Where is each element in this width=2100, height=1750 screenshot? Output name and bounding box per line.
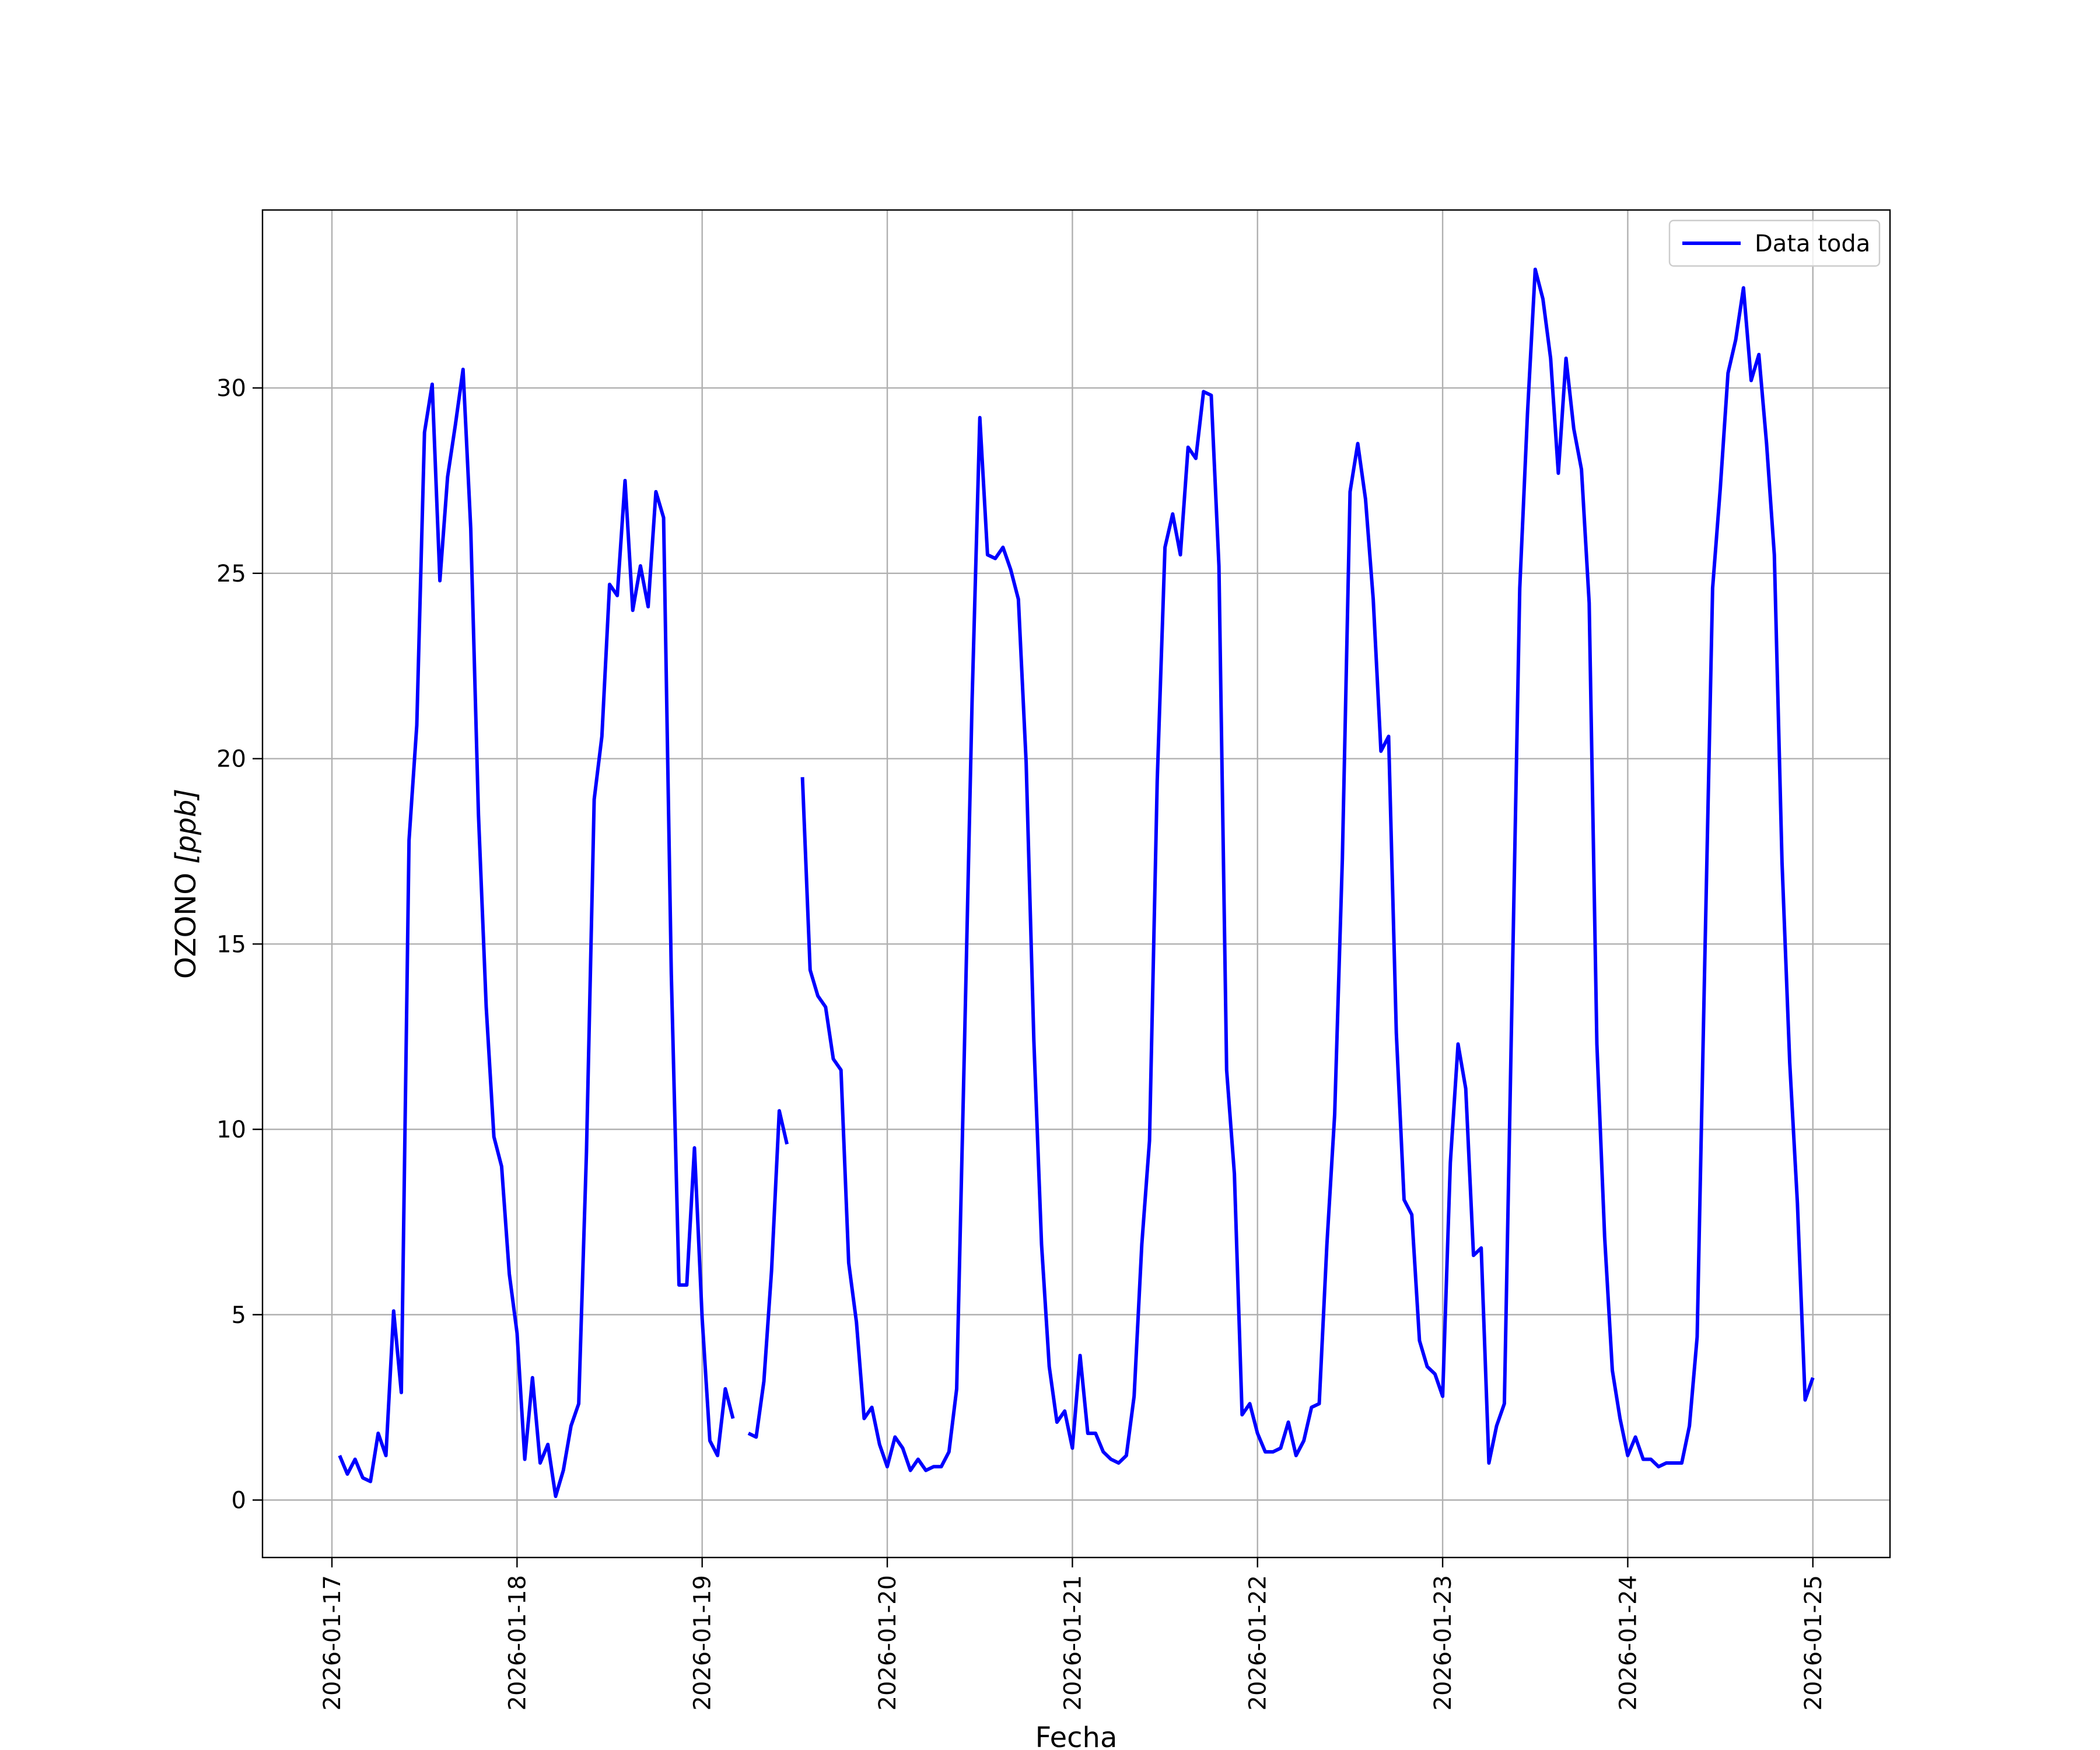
y-tick-label: 10	[216, 1116, 246, 1143]
y-tick-label: 0	[232, 1487, 246, 1514]
x-tick-label: 2026-01-24	[1615, 1575, 1642, 1710]
x-tick-label: 2026-01-25	[1800, 1575, 1827, 1710]
y-tick-label: 5	[232, 1302, 246, 1329]
x-axis-ticks: 2026-01-17 2026-01-18 2026-01-19 2026-01-20…	[319, 1558, 1827, 1710]
x-tick-label: 2026-01-17	[319, 1575, 346, 1710]
legend: Data toda	[1668, 219, 1881, 267]
x-tick-label: 2026-01-21	[1059, 1575, 1086, 1710]
y-tick-label: 30	[216, 375, 246, 402]
y-axis-label-main: OZONO	[170, 864, 202, 979]
x-tick-label: 2026-01-18	[504, 1575, 531, 1710]
x-tick-label: 2026-01-23	[1430, 1575, 1457, 1710]
x-tick-label: 2026-01-22	[1245, 1575, 1272, 1710]
y-axis-label: OZONO [ppb]	[170, 789, 202, 979]
y-tick-label: 25	[216, 561, 246, 587]
legend-entry: Data toda	[1755, 230, 1870, 257]
legend-box	[1668, 219, 1881, 267]
y-axis-label-unit: [ppb]	[170, 789, 202, 864]
grid-lines	[262, 210, 1890, 1558]
y-tick-label: 15	[216, 931, 246, 958]
y-axis-ticks: 0 5 10 15 20 25 30	[216, 375, 262, 1514]
plot-frame	[261, 209, 1891, 1559]
x-tick-label: 2026-01-20	[874, 1575, 901, 1710]
series-line-data-toda	[338, 267, 1815, 1499]
x-tick-label: 2026-01-19	[690, 1575, 716, 1710]
x-axis-label: Fecha	[1035, 1721, 1118, 1750]
series-lines	[338, 267, 1815, 1499]
y-tick-label: 20	[216, 746, 246, 773]
